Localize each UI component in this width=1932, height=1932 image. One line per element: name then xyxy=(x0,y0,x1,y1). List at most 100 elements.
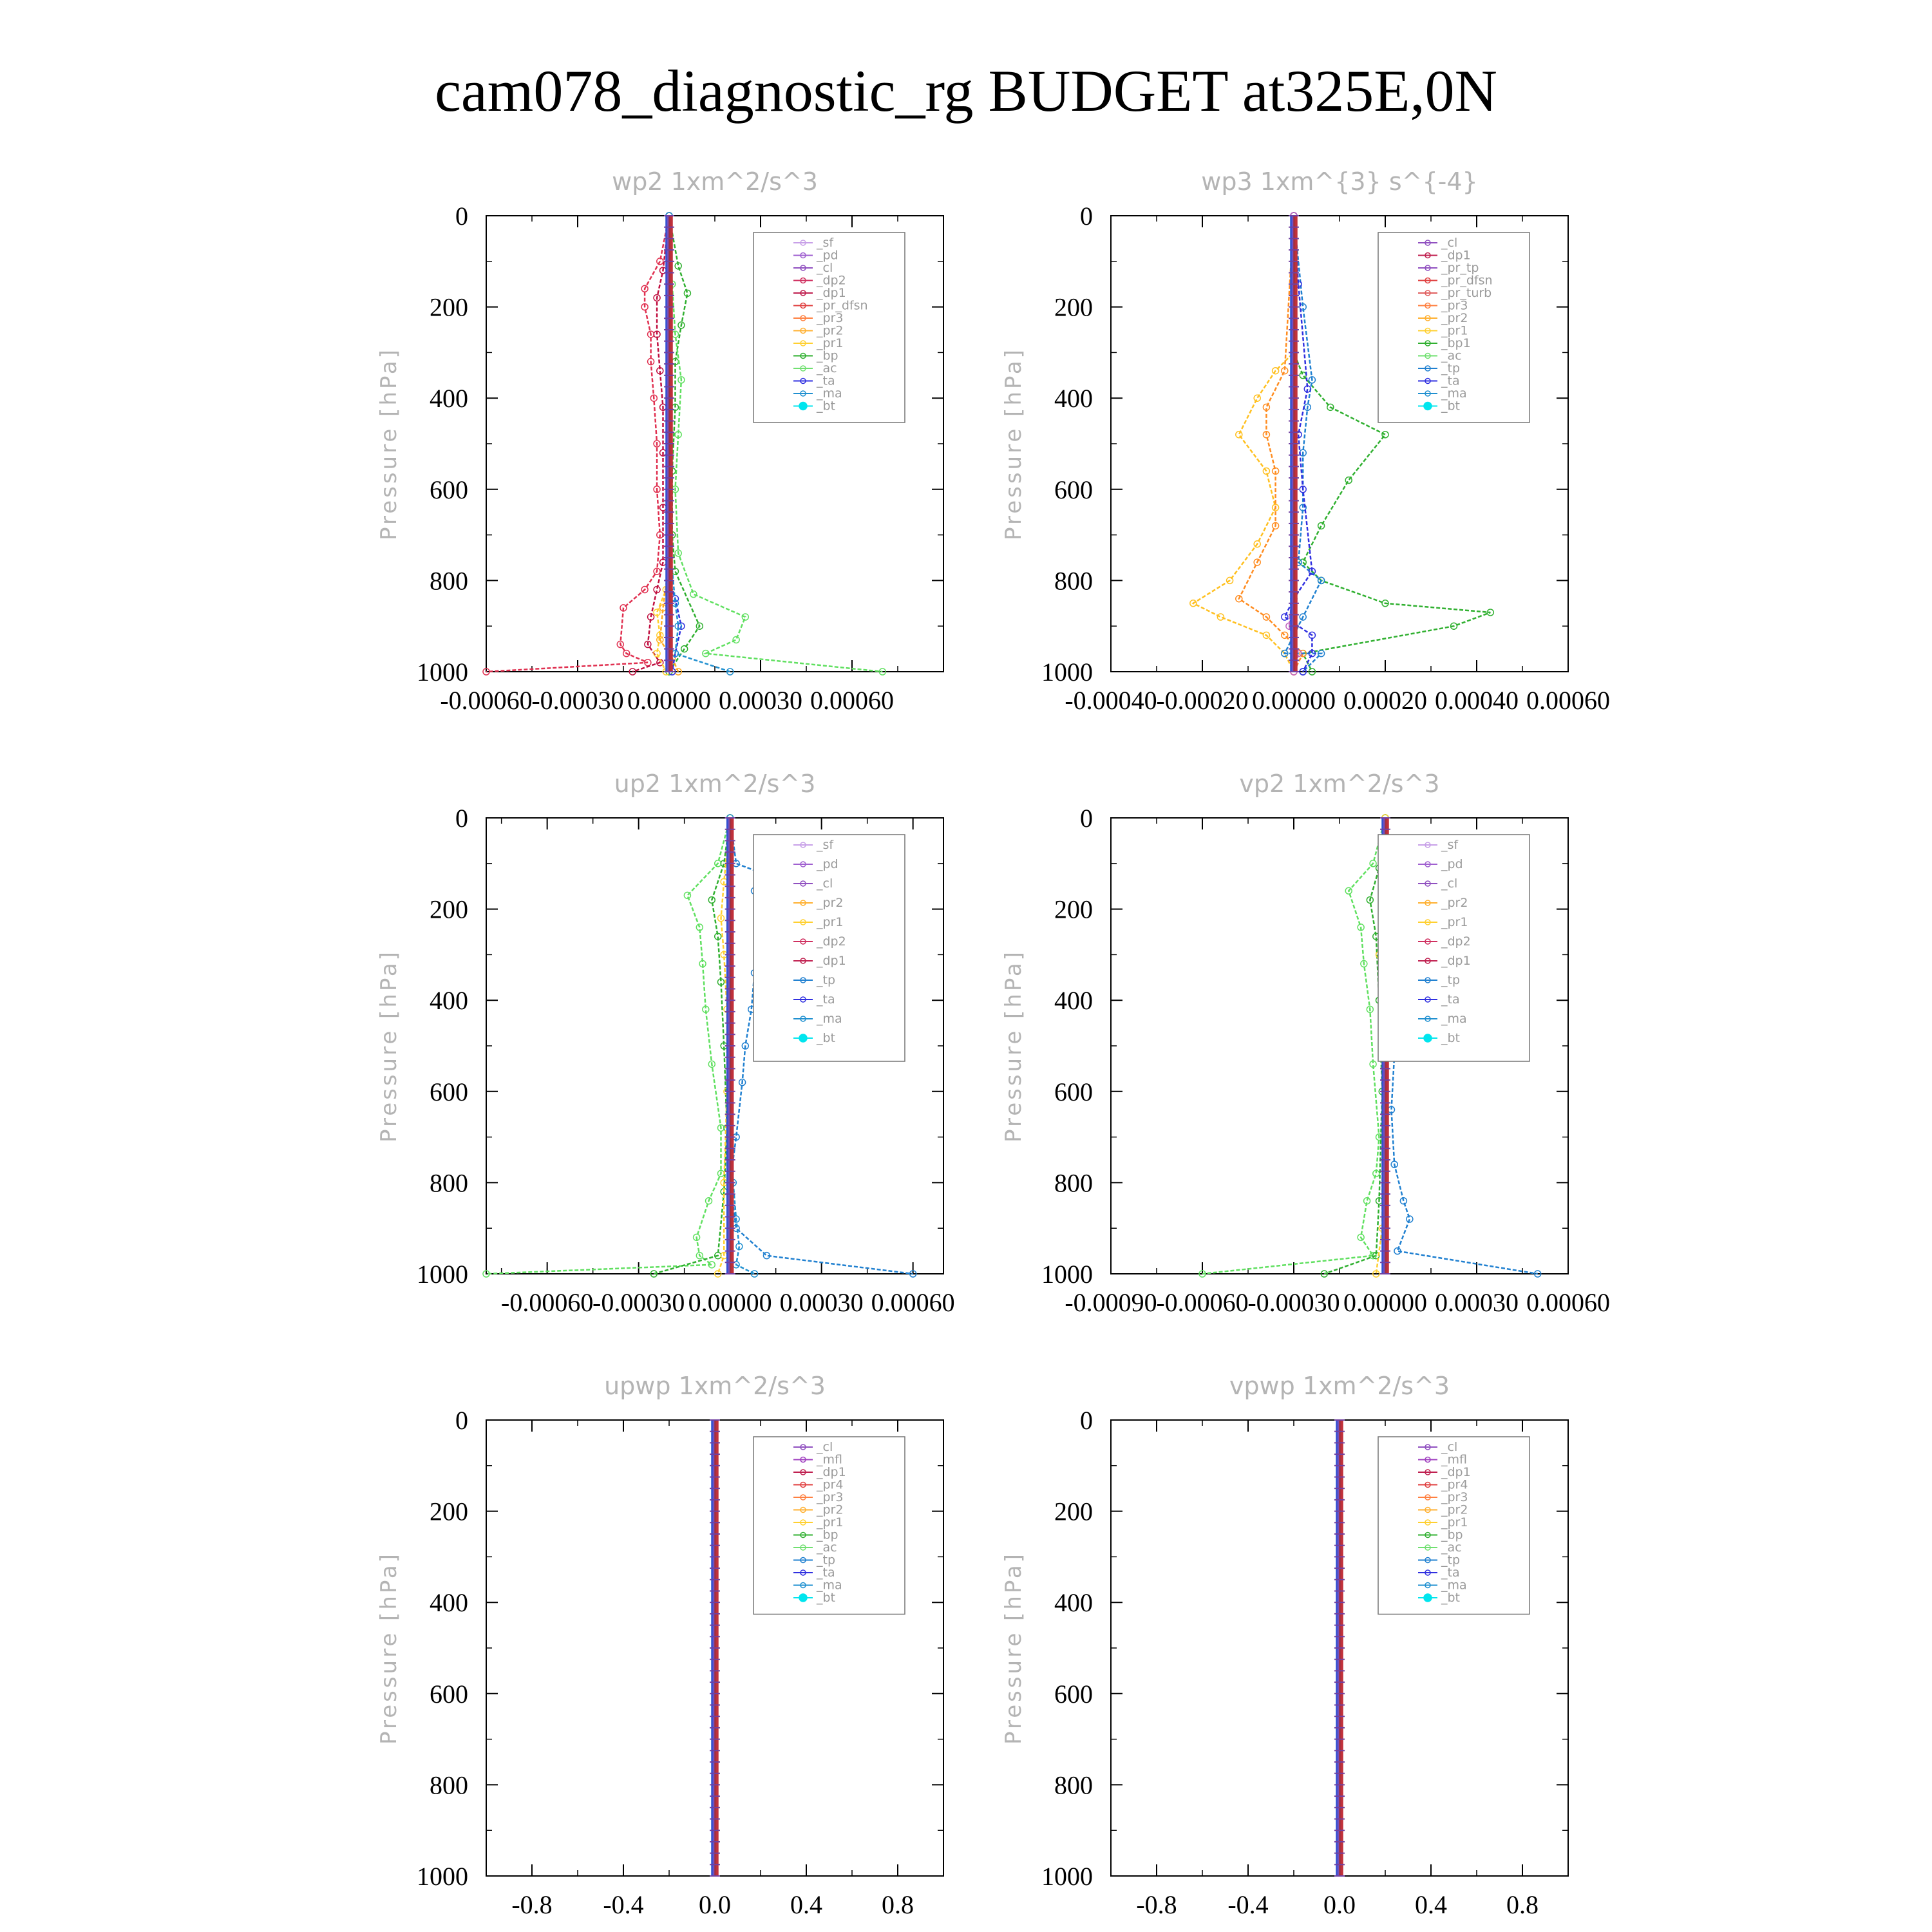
series-line-dp2 xyxy=(653,817,731,1275)
y-tick-label: 800 xyxy=(430,1770,468,1799)
series-line-ac xyxy=(668,215,883,673)
x-tick-label: 0.8 xyxy=(1506,1890,1539,1919)
legend-label: _pr2 xyxy=(816,1503,843,1517)
legend-label: _sf xyxy=(816,236,834,250)
legend-marker xyxy=(1425,1444,1431,1450)
x-tick-label: 0.4 xyxy=(790,1890,822,1919)
data-point xyxy=(1308,631,1316,639)
legend-marker xyxy=(1425,1469,1431,1475)
x-tick-label: -0.00060 xyxy=(1156,1288,1248,1317)
y-tick-label: 200 xyxy=(1054,895,1093,924)
data-point xyxy=(644,640,652,649)
data-point xyxy=(1320,1270,1329,1278)
legend-label: _pr_tp xyxy=(1441,261,1479,275)
series-line-dp1 xyxy=(1202,817,1387,1275)
legend-marker xyxy=(1425,900,1431,906)
data-point xyxy=(1345,887,1352,895)
y-tick-label: 400 xyxy=(1054,1588,1093,1617)
legend-label: _dp1 xyxy=(816,286,846,300)
legend-label: _pr1 xyxy=(1441,915,1468,929)
y-tick-label: 1000 xyxy=(1041,658,1093,687)
legend-marker xyxy=(1425,1456,1431,1463)
data-point xyxy=(1372,1170,1380,1177)
legend-label: _bt xyxy=(1441,1031,1460,1045)
data-point xyxy=(1394,1247,1401,1255)
legend-box xyxy=(753,1436,905,1615)
legend-marker xyxy=(799,401,808,411)
legend-label: _sf xyxy=(1441,838,1459,852)
data-point xyxy=(656,366,664,375)
legend-label: _pr2 xyxy=(816,896,843,910)
x-tick-label: -0.4 xyxy=(1227,1890,1268,1919)
data-point xyxy=(735,1242,743,1251)
legend-label: _pr_dfsn xyxy=(816,299,868,313)
legend-marker xyxy=(1425,315,1431,321)
y-tick-label: 0 xyxy=(455,202,468,231)
panel-title: up2 1xm^2/s^3 xyxy=(614,770,816,798)
x-tick-label: -0.00090 xyxy=(1065,1288,1157,1317)
data-point xyxy=(738,1078,746,1086)
legend-label: _pr4 xyxy=(1441,1478,1468,1492)
data-point xyxy=(653,294,661,302)
legend-label: _pr3 xyxy=(1441,299,1468,313)
y-axis-label: Pressure [hPa] xyxy=(376,1551,402,1745)
data-point xyxy=(1399,1197,1408,1205)
legend-marker xyxy=(800,861,806,867)
y-axis-label: Pressure [hPa] xyxy=(376,347,402,540)
legend-marker xyxy=(1425,265,1431,271)
data-point xyxy=(1281,649,1289,658)
data-point xyxy=(1226,576,1234,585)
legend-marker xyxy=(800,1519,806,1526)
data-point xyxy=(705,1197,713,1205)
legend-marker xyxy=(1425,919,1431,925)
legend-label: _ta xyxy=(816,1566,835,1580)
data-point xyxy=(1533,1270,1542,1278)
series-line-dp2 xyxy=(486,215,670,673)
x-tick-label: 0.00060 xyxy=(810,686,894,715)
legend-marker xyxy=(1425,1531,1431,1539)
legend-label: _pr3 xyxy=(816,1490,843,1504)
data-point xyxy=(690,590,697,598)
x-tick-label: -0.00060 xyxy=(440,686,532,715)
chart-panel-2: wp3 1xm^{3} s^{-4} Pressure [hPa] 0 200 400 6… xyxy=(1001,167,1610,715)
x-tick-label: 0.00060 xyxy=(1526,686,1610,715)
y-tick-label: 0 xyxy=(455,804,468,833)
data-point xyxy=(1235,431,1243,439)
x-tick-label: 0.0 xyxy=(1323,1890,1356,1919)
legend-label: _pr_dfsn xyxy=(1441,274,1493,288)
data-point xyxy=(878,668,887,676)
data-point xyxy=(714,933,722,940)
data-point xyxy=(696,622,704,630)
data-point xyxy=(1450,622,1458,630)
y-tick-label: 1000 xyxy=(417,1862,468,1891)
data-point xyxy=(650,394,658,402)
legend-label: _ta xyxy=(1441,992,1460,1007)
data-point xyxy=(653,330,661,338)
x-tick-label: 0.00030 xyxy=(719,686,802,715)
legend-marker xyxy=(1425,290,1431,296)
legend-marker xyxy=(1425,340,1431,346)
data-point xyxy=(653,440,661,448)
legend-marker xyxy=(800,302,806,309)
data-point xyxy=(647,613,655,621)
y-tick-label: 600 xyxy=(1054,1680,1093,1709)
series-line-ta xyxy=(1283,215,1313,672)
data-point xyxy=(1198,1270,1206,1278)
legend-label: _ma xyxy=(1441,1578,1467,1593)
x-tick-label: 0.0 xyxy=(699,1890,731,1919)
data-point xyxy=(653,649,661,658)
legend-marker xyxy=(800,919,806,925)
legend-label: _cl xyxy=(1441,236,1457,250)
legend-marker xyxy=(1425,938,1431,945)
data-point xyxy=(683,891,692,900)
data-point xyxy=(1381,431,1389,439)
data-point xyxy=(641,303,649,311)
data-point xyxy=(677,622,685,630)
legend-label: _cl xyxy=(1441,876,1457,891)
data-point xyxy=(482,668,490,676)
data-point xyxy=(1366,896,1374,904)
data-point xyxy=(1262,403,1271,412)
legend-marker xyxy=(1425,842,1431,848)
data-point xyxy=(1486,609,1495,616)
legend-box xyxy=(1378,232,1530,423)
